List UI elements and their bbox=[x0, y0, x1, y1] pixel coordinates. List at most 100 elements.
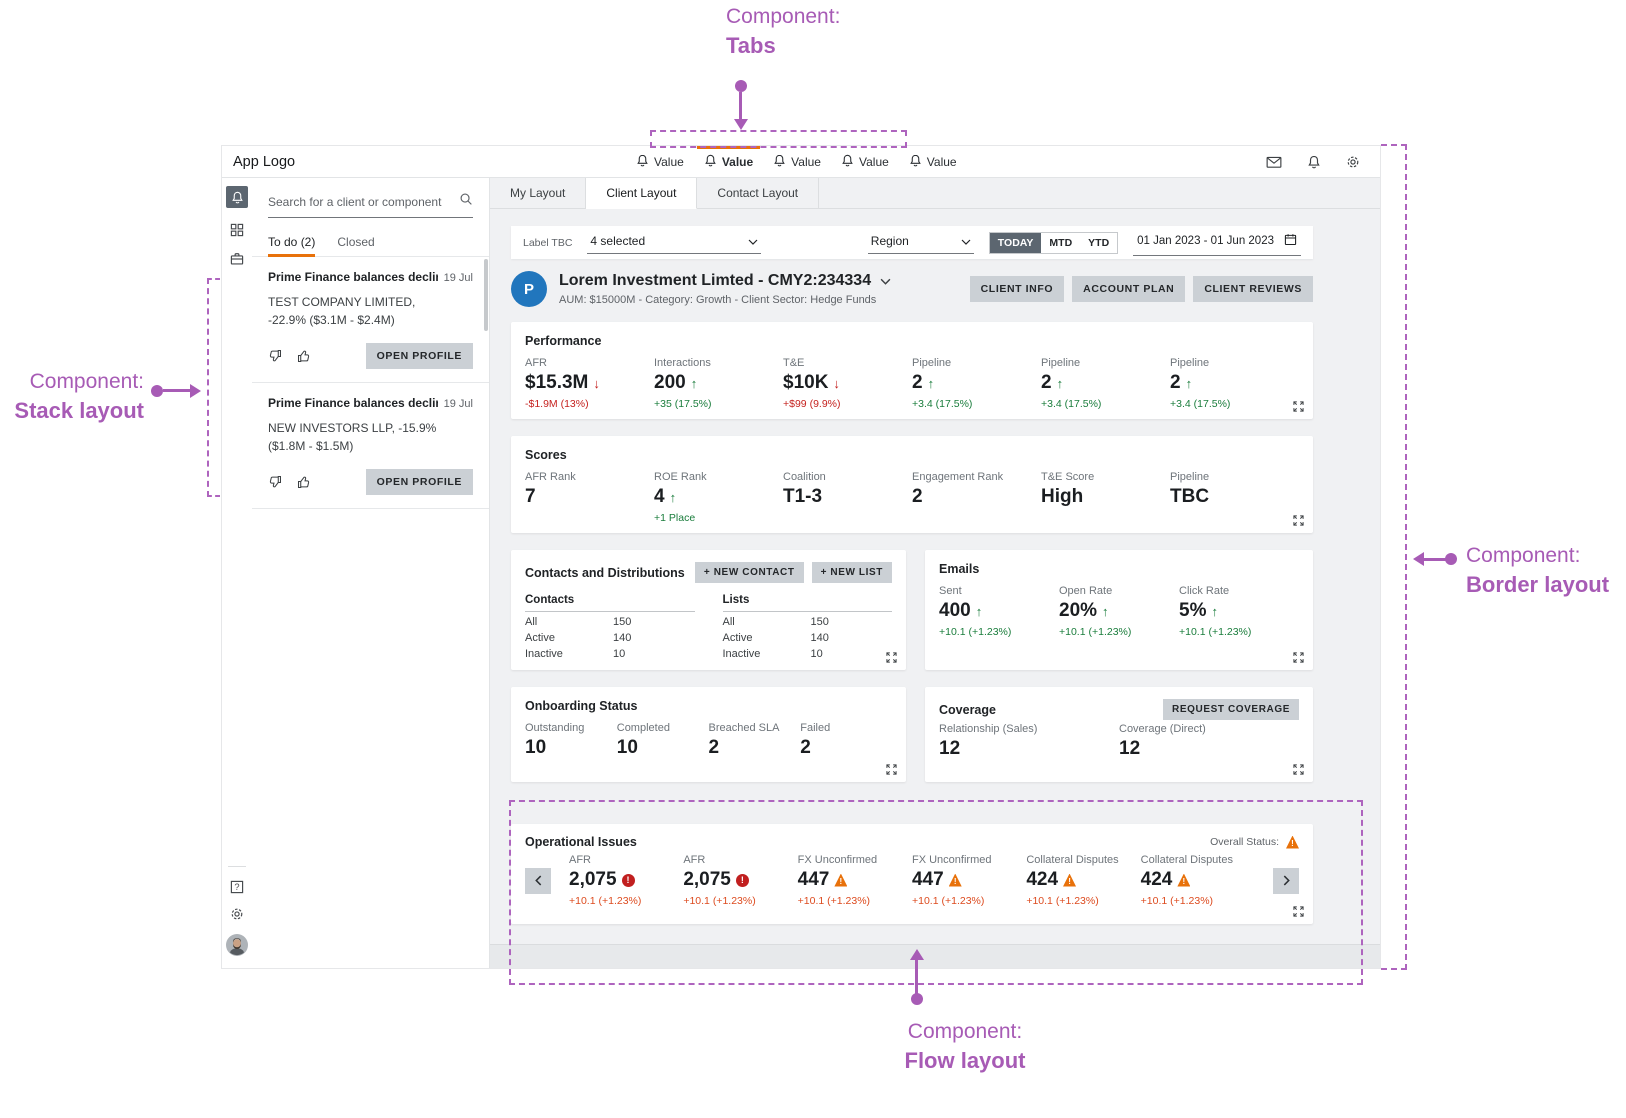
client-reviews-button[interactable]: CLIENT REVIEWS bbox=[1193, 276, 1313, 302]
new-list-button[interactable]: + NEW LIST bbox=[811, 562, 892, 583]
new-contact-button[interactable]: + NEW CONTACT bbox=[694, 562, 804, 583]
period-today[interactable]: TODAY bbox=[989, 232, 1042, 253]
open-profile-button[interactable]: OPEN PROFILE bbox=[365, 343, 473, 369]
stat: Pipeline 2 ↑ +3.4 (17.5%) bbox=[912, 357, 1041, 410]
stat-value: 400 ↑ bbox=[939, 600, 983, 621]
rail-item-apps-grid-icon[interactable] bbox=[230, 223, 244, 237]
contacts-buttons: + NEW CONTACT + NEW LIST bbox=[694, 562, 892, 583]
stat: FX Unconfirmed 447 +10.1 (+1.23%) bbox=[798, 854, 912, 907]
stat: Pipeline TBC bbox=[1170, 471, 1299, 524]
stat-value: T1-3 bbox=[783, 486, 823, 507]
client-header: P Lorem Investment Limted - CMY2:234334 … bbox=[511, 271, 1313, 307]
nav-item-value-4[interactable]: Value bbox=[831, 146, 899, 177]
stat-label: AFR Rank bbox=[525, 471, 576, 483]
contacts-column: Contacts All 150 Active 140 Inactive 10 bbox=[525, 594, 695, 660]
annotation-flow-dot bbox=[911, 993, 923, 1005]
stat-delta: +3.4 (17.5%) bbox=[912, 398, 973, 410]
period-ytd[interactable]: YTD bbox=[1080, 232, 1118, 253]
stat-label: Pipeline bbox=[1041, 357, 1081, 369]
trend-arrow: ↑ bbox=[1056, 375, 1064, 391]
thumbs-up-icon[interactable] bbox=[297, 349, 311, 363]
stat-label: T&E Score bbox=[1041, 471, 1095, 483]
date-range-picker[interactable]: 01 Jan 2023 - 01 Jun 2023 bbox=[1133, 230, 1301, 256]
search-input[interactable] bbox=[268, 194, 459, 209]
tab-client-layout[interactable]: Client Layout bbox=[586, 178, 698, 209]
user-avatar[interactable] bbox=[226, 934, 248, 956]
issues-carousel: AFR 2,075 +10.1 (+1.23%) AFR 2,075 +10.1… bbox=[525, 854, 1299, 907]
notification-body: TEST COMPANY LIMITED, -22.9% ($3.1M - $2… bbox=[268, 295, 416, 327]
stat: AFR $15.3M ↓ -$1.9M (13%) bbox=[525, 357, 654, 410]
search-icon[interactable] bbox=[459, 192, 473, 211]
expand-icon[interactable] bbox=[1293, 764, 1304, 775]
stat-label: Click Rate bbox=[1179, 585, 1230, 597]
carousel-next-button[interactable] bbox=[1273, 867, 1299, 894]
date-range-value: 01 Jan 2023 - 01 Jun 2023 bbox=[1137, 234, 1274, 247]
client-info-button[interactable]: CLIENT INFO bbox=[969, 276, 1065, 302]
performance-card: Performance AFR $15.3M ↓ -$1.9M (13%) Int… bbox=[511, 322, 1313, 419]
layout-tabs: My Layout Client Layout Contact Layout bbox=[490, 178, 1380, 209]
help-icon[interactable]: ? bbox=[230, 880, 244, 894]
thumbs-down-icon[interactable] bbox=[268, 475, 282, 489]
region-dropdown[interactable]: Region bbox=[867, 232, 974, 254]
expand-icon[interactable] bbox=[1293, 515, 1304, 526]
annotation-flow-arrowhead bbox=[910, 949, 924, 960]
multiselect-dropdown[interactable]: 4 selected bbox=[587, 232, 762, 254]
expand-icon[interactable] bbox=[886, 764, 897, 775]
annotation-stack-connector bbox=[163, 389, 190, 392]
stat-value: 2 bbox=[708, 737, 720, 758]
expand-icon[interactable] bbox=[1293, 906, 1304, 917]
notification-title: Prime Finance balances declined... bbox=[268, 396, 438, 410]
carousel-prev-button[interactable] bbox=[525, 867, 551, 894]
nav-item-value-2[interactable]: Value bbox=[694, 146, 763, 177]
chevron-down-icon[interactable] bbox=[880, 278, 891, 285]
stat-label: Failed bbox=[800, 722, 831, 734]
client-name: Lorem Investment Limted - CMY2:234334 bbox=[559, 272, 872, 289]
stat-label: Open Rate bbox=[1059, 585, 1113, 597]
tab-my-layout[interactable]: My Layout bbox=[490, 178, 587, 209]
thumbs-up-icon[interactable] bbox=[297, 475, 311, 489]
column-header: Lists bbox=[722, 594, 892, 612]
card-head: Coverage REQUEST COVERAGE bbox=[939, 699, 1299, 720]
stat-label: FX Unconfirmed bbox=[912, 854, 992, 866]
bell-icon bbox=[909, 154, 922, 170]
expand-icon[interactable] bbox=[1293, 401, 1304, 412]
annotation-tabs-prefix: Component: bbox=[726, 5, 841, 28]
rail-item-notifications[interactable] bbox=[226, 186, 248, 208]
tab-closed[interactable]: Closed bbox=[337, 235, 375, 249]
expand-icon[interactable] bbox=[886, 652, 897, 663]
notification-head: Prime Finance balances declined... 19 Ju… bbox=[268, 396, 473, 410]
panel-scrollbar[interactable] bbox=[484, 259, 488, 331]
rail-item-briefcase-icon[interactable] bbox=[230, 252, 244, 266]
tab-todo[interactable]: To do (2) bbox=[268, 235, 316, 257]
open-profile-button[interactable]: OPEN PROFILE bbox=[365, 469, 473, 495]
stats-grid: Outstanding 10 Completed 10 Breached SLA… bbox=[525, 722, 892, 759]
table-row: All 150 bbox=[525, 616, 632, 628]
period-mtd[interactable]: MTD bbox=[1041, 232, 1081, 253]
nav-item-value-5[interactable]: Value bbox=[899, 146, 967, 177]
stats-grid: AFR 2,075 +10.1 (+1.23%) AFR 2,075 +10.1… bbox=[569, 854, 1255, 907]
stat-label: Sent bbox=[939, 585, 962, 597]
account-plan-button[interactable]: ACCOUNT PLAN bbox=[1072, 276, 1186, 302]
expand-icon[interactable] bbox=[1293, 652, 1304, 663]
mail-icon[interactable] bbox=[1266, 155, 1282, 169]
nav-item-value-3[interactable]: Value bbox=[763, 146, 831, 177]
tab-contact-layout[interactable]: Contact Layout bbox=[697, 178, 820, 209]
stat-delta: +10.1 (+1.23%) bbox=[683, 895, 756, 907]
thumbs-down-icon[interactable] bbox=[268, 349, 282, 363]
stat: Completed 10 bbox=[617, 722, 709, 759]
scores-card: Scores AFR Rank 7 ROE Rank 4 ↑ +1 Place bbox=[511, 436, 1313, 533]
table-row: Inactive 10 bbox=[722, 648, 823, 660]
stat-value: 2 bbox=[912, 486, 923, 507]
app-window: App Logo Value Value Value Value bbox=[222, 146, 1380, 968]
bell-icon[interactable] bbox=[1307, 155, 1321, 169]
annotation-border-arrowhead bbox=[1413, 552, 1424, 566]
gear-icon[interactable] bbox=[1346, 155, 1360, 169]
stat-value: 2 ↑ bbox=[1170, 372, 1193, 393]
annotation-stack-dot bbox=[151, 385, 163, 397]
request-coverage-button[interactable]: REQUEST COVERAGE bbox=[1163, 699, 1299, 720]
nav-item-label: Value bbox=[926, 154, 957, 169]
settings-gear-icon[interactable] bbox=[230, 907, 244, 921]
nav-item-value-1[interactable]: Value bbox=[626, 146, 694, 177]
card-title: Operational Issues bbox=[525, 835, 637, 849]
